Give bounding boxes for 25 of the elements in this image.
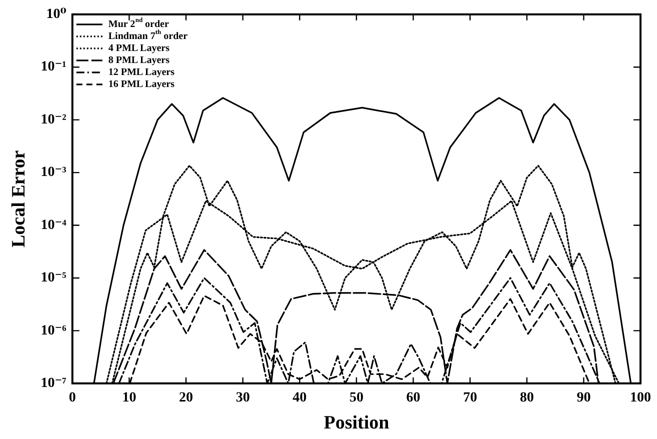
y-axis-title: Local Error [8, 150, 30, 248]
x-tick-label: 30 [236, 390, 250, 406]
x-tick-label: 20 [179, 390, 194, 406]
x-tick-label: 90 [576, 390, 591, 406]
x-axis-title: Position [324, 412, 390, 434]
y-tick-label: 10⁻⁴ [40, 218, 68, 233]
x-tick-label: 60 [406, 390, 420, 406]
x-tick-label: 40 [292, 390, 307, 406]
x-tick-label: 100 [630, 390, 651, 406]
legend-label: 12 PML Layers [108, 66, 175, 78]
y-tick-label: 10⁻³ [40, 165, 66, 180]
y-tick-label: 10⁻⁶ [40, 323, 66, 338]
legend-label: 16 PML Layers [108, 78, 175, 90]
y-tick-label: 10⁻² [40, 112, 66, 128]
legend-label: 8 PML Layers [108, 54, 170, 66]
legend-label: 4 PML Layers [108, 42, 170, 54]
x-tick-label: 70 [463, 390, 478, 406]
x-tick-label: 10 [122, 390, 136, 406]
y-tick-label: 10⁻¹ [40, 60, 66, 75]
x-tick-label: 80 [520, 390, 534, 406]
y-tick-label: 10⁰ [46, 7, 66, 22]
y-tick-label: 10⁻⁷ [40, 376, 66, 392]
x-tick-label: 50 [349, 390, 364, 406]
x-tick-label: 0 [68, 390, 76, 406]
y-tick-label: 10⁻⁵ [40, 270, 66, 286]
